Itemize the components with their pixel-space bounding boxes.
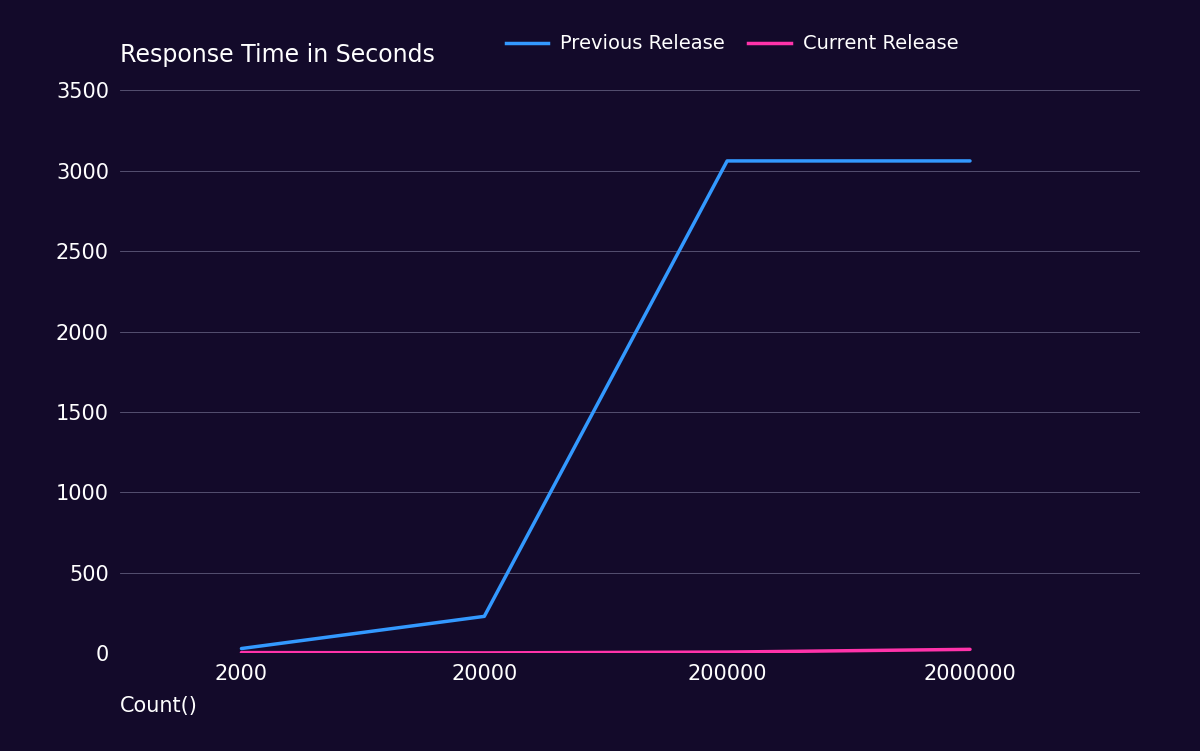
Current Release <box>478 648 492 657</box>
Line: Previous Release: Previous Release <box>241 161 970 649</box>
Previous Release <box>720 156 734 165</box>
Current Release <box>720 647 734 656</box>
Text: Response Time in Seconds: Response Time in Seconds <box>120 44 434 68</box>
Previous Release <box>478 612 492 621</box>
Current Release <box>234 648 248 657</box>
X-axis label: Count(): Count() <box>120 695 198 716</box>
Previous Release <box>234 644 248 653</box>
Current Release <box>962 645 977 654</box>
Line: Current Release: Current Release <box>241 650 970 653</box>
Previous Release <box>962 156 977 165</box>
Legend: Previous Release, Current Release: Previous Release, Current Release <box>498 26 966 61</box>
